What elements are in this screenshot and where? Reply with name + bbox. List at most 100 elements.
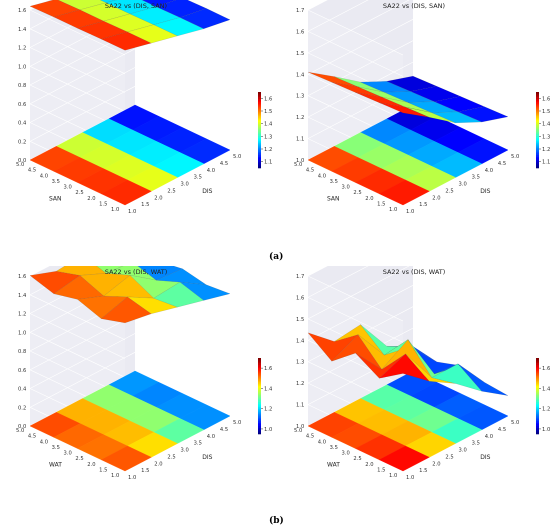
colorbar-segment [536,107,539,109]
colorbar-segment [258,114,261,117]
x-tick-label: 1.0 [128,209,136,215]
colorbar-segment [258,427,261,430]
colorbar-segment [536,416,539,418]
colorbar-segment [258,136,261,138]
x-tick-label: 5.0 [511,420,519,426]
grid-line [307,266,404,322]
colorbar-segment [536,393,539,396]
y-tick-label: 1.0 [111,473,119,479]
colorbar-tick-label: 1.4 [542,386,550,392]
surface-patch [141,0,177,7]
x-tick-label: 3.5 [472,441,480,447]
colorbar-segment [258,420,261,422]
colorbar-segment [536,412,539,415]
y-tick-label: 3.5 [330,445,338,451]
y-tick-label: 4.0 [318,439,326,445]
colorbar-segment [536,430,539,432]
colorbar-segment [536,104,539,107]
colorbar-segment [258,408,261,411]
colorbar-segment [536,150,539,152]
colorbar-segment [536,413,539,416]
chart-svg: 1.01.52.02.53.03.54.04.55.0DIS1.01.52.02… [294,0,550,215]
grid-line [307,266,404,343]
colorbar-segment [258,162,261,165]
colorbar-segment [536,112,539,114]
z-tick-label: 1.4 [296,72,305,78]
surface-patch [137,266,183,281]
x-tick-label: 1.0 [128,475,136,481]
grid-line [29,0,126,75]
colorbar-segment [258,151,261,154]
chart-title: SA22 vs (DIS, WAT) [382,268,446,276]
colorbar-tick-label: 1.6 [542,96,550,102]
x-tick-label: 4.5 [498,427,506,433]
colorbar-segment [536,137,539,140]
colorbar-segment [258,157,261,160]
surface-patch [106,266,157,281]
colorbar-segment [536,371,539,374]
x-tick-label: 4.0 [485,434,493,440]
z-tick-label: 1.0 [296,424,304,430]
colorbar-segment [258,432,261,435]
colorbar-segment [536,394,539,397]
colorbar-segment [536,108,539,111]
colorbar-segment [536,399,539,402]
colorbar-tick-label: 1.5 [264,109,272,115]
colorbar-segment [258,394,261,397]
colorbar-segment [536,145,539,147]
x-tick-label: 3.5 [472,175,480,181]
colorbar-segment [258,113,261,116]
colorbar-segment [258,142,261,145]
colorbar-segment [258,366,261,369]
colorbar-segment [536,128,539,131]
x-tick-label: 3.5 [194,441,202,447]
y-tick-label: 3.5 [52,179,60,185]
z-tick-label: 1.6 [18,274,26,280]
colorbar-segment [258,118,261,121]
colorbar-segment [258,409,261,412]
colorbar-segment [536,409,539,412]
colorbar-segment [258,379,261,382]
colorbar-segment [536,383,539,385]
colorbar-segment [258,147,261,150]
colorbar-segment [258,104,261,107]
colorbar-segment [536,360,539,363]
x-tick-label: 1.0 [406,209,414,215]
colorbar-segment [258,103,261,105]
colorbar-segment [258,398,261,401]
colorbar-segment [536,93,539,95]
chart-panel-4: SA22 vs (DIS, WAT) 1.0 1.5 2.0 2.5 3.0 3.5 4.0… [278,266,550,514]
chart-svg: 1.01.52.02.53.03.54.04.55.0DIS1.01.52.02… [16,266,272,481]
grid-line [29,29,136,131]
grid-line [307,0,404,56]
y-tick-label: 3.0 [342,185,350,191]
surface-patch [29,0,81,18]
z-tick-label: 0.6 [18,102,26,108]
colorbar-segment [258,126,261,128]
y-tick-label: 4.5 [306,168,314,174]
surface-patch [457,106,509,123]
y-tick-label: 3.0 [64,451,72,457]
colorbar-segment [258,407,261,409]
colorbar-segment [258,361,261,364]
grid-line [307,19,414,120]
colorbar-segment [258,413,261,416]
colorbar-segment [536,361,539,364]
surface-patch [409,86,462,102]
z-tick-label: 0.6 [18,368,26,374]
colorbar-segment [536,94,539,97]
colorbar-segment [536,379,539,382]
x-tick-label: 2.0 [432,195,440,201]
x-tick-label: 5.0 [233,154,241,160]
colorbar-segment [258,165,261,168]
colorbar-segment [536,127,539,130]
y-tick-label: 2.5 [353,190,361,196]
colorbar-segment [258,399,261,402]
y-tick-label: 1.0 [111,207,119,213]
z-tick-label: 1.0 [18,64,26,70]
colorbar-segment [536,100,539,103]
colorbar-tick-label: 1.1 [264,160,272,166]
colorbar-segment [258,122,261,124]
colorbar-segment [258,397,261,399]
colorbar-segment [536,392,539,394]
